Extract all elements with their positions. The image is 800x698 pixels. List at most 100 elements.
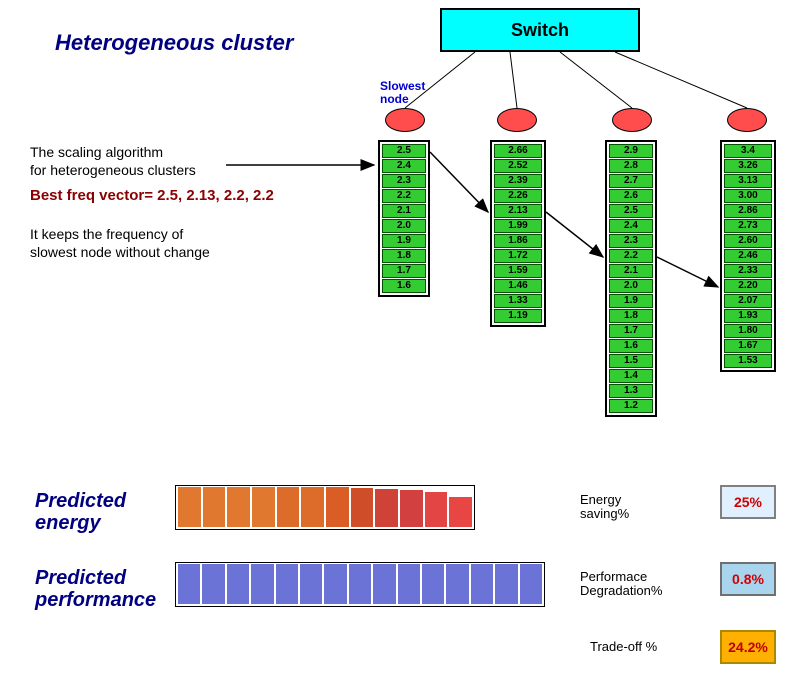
perf-degradation-label: Performace Degradation% [580,570,662,599]
frequency-cell: 2.20 [724,279,772,293]
pe-l1: Predicted [35,490,126,512]
frequency-column: 2.662.522.392.262.131.991.861.721.591.46… [490,140,546,327]
frequency-cell: 2.3 [609,234,653,248]
frequency-cell: 2.60 [724,234,772,248]
frequency-cell: 1.59 [494,264,542,278]
frequency-cell: 1.7 [382,264,426,278]
frequency-cell: 3.13 [724,174,772,188]
energy-bar [301,487,324,527]
frequency-cell: 1.86 [494,234,542,248]
perf-bar [202,564,224,604]
energy-bar [326,487,349,527]
frequency-cell: 2.13 [494,204,542,218]
perf-bar [276,564,298,604]
pdm2: Degradation% [580,583,662,598]
frequency-cell: 1.67 [724,339,772,353]
frequency-cell: 2.66 [494,144,542,158]
energy-bar-chart [175,485,475,530]
pp-l2: performance [35,589,156,611]
frequency-cell: 1.7 [609,324,653,338]
frequency-cell: 2.1 [382,204,426,218]
cluster-node-icon [612,108,652,132]
energy-bar [375,489,398,527]
esm1: Energy [580,492,621,507]
cluster-node-icon [385,108,425,132]
d1l2: for heterogeneous clusters [30,162,196,178]
energy-bar [425,492,448,527]
frequency-cell: 3.00 [724,189,772,203]
frequency-cell: 2.2 [382,189,426,203]
d1l1: The scaling algorithm [30,144,163,160]
slowest-l2: node [380,92,409,106]
frequency-column: 2.92.82.72.62.52.42.32.22.12.01.91.81.71… [605,140,657,417]
perf-bar [520,564,542,604]
energy-bar [449,497,472,527]
perf-bar [422,564,444,604]
d2l2: slowest node without change [30,244,210,260]
frequency-cell: 3.4 [724,144,772,158]
algorithm-desc-2: It keeps the frequency of slowest node w… [30,225,210,261]
frequency-cell: 1.46 [494,279,542,293]
perf-bar [349,564,371,604]
frequency-cell: 1.9 [609,294,653,308]
frequency-cell: 2.5 [609,204,653,218]
energy-bar [277,487,300,527]
d2l1: It keeps the frequency of [30,226,183,242]
predicted-energy-label: Predicted energy [35,490,126,534]
algorithm-desc-1: The scaling algorithm for heterogeneous … [30,143,196,179]
frequency-cell: 2.5 [382,144,426,158]
frequency-cell: 1.4 [609,369,653,383]
frequency-cell: 2.3 [382,174,426,188]
perf-bar [227,564,249,604]
frequency-cell: 2.8 [609,159,653,173]
frequency-cell: 1.72 [494,249,542,263]
pdm1: Performace [580,569,647,584]
perf-bar [495,564,517,604]
frequency-cell: 2.86 [724,204,772,218]
frequency-cell: 1.8 [609,309,653,323]
performance-bar-chart [175,562,545,607]
diagram-title: Heterogeneous cluster [55,30,293,56]
frequency-cell: 2.2 [609,249,653,263]
frequency-cell: 2.1 [609,264,653,278]
energy-bar [400,490,423,527]
frequency-cell: 2.4 [609,219,653,233]
perf-bar [446,564,468,604]
energy-saving-value: 25% [720,485,776,519]
frequency-cell: 2.33 [724,264,772,278]
frequency-cell: 2.0 [382,219,426,233]
frequency-cell: 1.8 [382,249,426,263]
frequency-cell: 1.33 [494,294,542,308]
frequency-cell: 3.26 [724,159,772,173]
slowest-node-label: Slowest node [380,80,425,106]
perf-bar [373,564,395,604]
perf-bar [300,564,322,604]
energy-bar [351,488,374,527]
frequency-cell: 1.19 [494,309,542,323]
predicted-performance-label: Predicted performance [35,567,156,611]
energy-bar [178,487,201,527]
frequency-cell: 2.9 [609,144,653,158]
frequency-cell: 2.46 [724,249,772,263]
tradeoff-value: 24.2% [720,630,776,664]
frequency-cell: 2.07 [724,294,772,308]
frequency-cell: 1.5 [609,354,653,368]
frequency-column: 3.43.263.133.002.862.732.602.462.332.202… [720,140,776,372]
frequency-cell: 2.39 [494,174,542,188]
perf-bar [178,564,200,604]
energy-bar [227,487,250,527]
best-freq-vector: Best freq vector= 2.5, 2.13, 2.2, 2.2 [30,187,274,204]
frequency-cell: 1.2 [609,399,653,413]
cluster-node-icon [497,108,537,132]
frequency-cell: 2.6 [609,189,653,203]
frequency-cell: 2.0 [609,279,653,293]
perf-bar [251,564,273,604]
frequency-cell: 2.73 [724,219,772,233]
perf-bar [324,564,346,604]
pp-l1: Predicted [35,567,126,589]
frequency-cell: 1.93 [724,309,772,323]
pe-l2: energy [35,512,101,534]
perf-degradation-value: 0.8% [720,562,776,596]
perf-bar [398,564,420,604]
frequency-cell: 2.26 [494,189,542,203]
